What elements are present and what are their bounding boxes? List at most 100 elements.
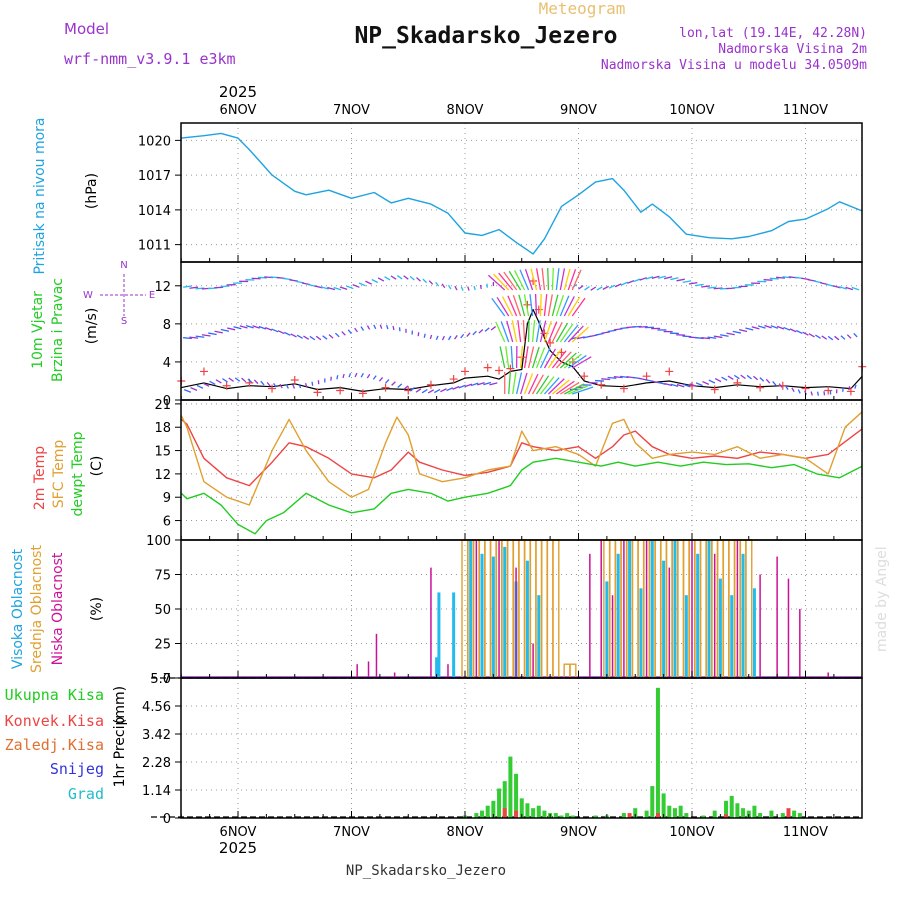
cloud-low-bar [623, 540, 625, 678]
precip-ylabel: 1hr Precip [112, 717, 128, 788]
wind-arrow [601, 378, 611, 381]
wind-arrow [559, 268, 566, 291]
wind-arrow [279, 383, 283, 389]
wind-gust-point [710, 385, 719, 394]
wind-arrow [627, 279, 635, 284]
wind-arrow [560, 382, 580, 395]
cloud-high-bar [707, 540, 711, 678]
wind-arrow [379, 324, 383, 329]
wind-units: (m/s) [84, 308, 100, 345]
wind-arrow [265, 327, 273, 331]
pressure-line [181, 132, 863, 255]
wind-arrow [311, 381, 314, 386]
y-tick-label: 4.56 [142, 700, 171, 715]
wind-arrow [377, 277, 385, 282]
wind-arrow [201, 334, 211, 337]
wind-gust-point [495, 366, 504, 375]
model-elevation-label: Nadmorska Visina u modelu 34.0509m [601, 58, 867, 73]
wind-arrow [714, 378, 722, 383]
wind-arrow [315, 335, 322, 341]
wind-gust-point [580, 372, 589, 381]
wind-arrow [567, 296, 581, 317]
pressure-ylabel: Pritisak na nivou mora [32, 117, 48, 274]
y-tick-labels: 1011101410171020048126912151821025507510… [138, 134, 171, 827]
wind-arrow [821, 335, 828, 340]
wind-arrow [645, 276, 654, 280]
wind-ylabel: 10m Vjetar [30, 291, 46, 369]
cloud-low-ylabel: Niska Oblacnost [50, 552, 66, 665]
wind-arrow [358, 282, 366, 287]
wind-arrow [258, 325, 267, 330]
wind-arrow [208, 332, 217, 336]
cloud-low-bar [356, 664, 358, 678]
cloud-low-bar [736, 540, 739, 678]
cloud-low-bar [787, 578, 790, 678]
wind-arrow [478, 328, 484, 334]
wind-arrow [452, 385, 460, 390]
wind-arrow [539, 293, 542, 317]
precip-total-bar [514, 773, 519, 818]
wind-arrow [183, 388, 192, 393]
wind-arrow [257, 276, 267, 279]
y-tick-label: 12 [154, 280, 171, 295]
wind-arrow [740, 374, 746, 380]
wind-arrow [435, 281, 440, 287]
wind-arrow [638, 325, 648, 328]
cloud-high-bar [503, 546, 507, 678]
wind-arrow [366, 373, 371, 379]
chart-title: NP_Skadarsko_Jezero [354, 23, 617, 49]
y-tick-label: 2.28 [142, 756, 171, 771]
precip-total-bar [741, 808, 746, 818]
wind-arrow [496, 296, 510, 317]
wind-arrow [567, 354, 587, 369]
wind-arrow [464, 383, 473, 388]
credit-label: made by Angel [874, 546, 890, 652]
wind-arrow [607, 329, 617, 333]
wind-arrow [435, 335, 439, 341]
precip-total-bar [497, 788, 502, 818]
wind-arrow [507, 295, 518, 317]
wind-arrow [458, 384, 466, 389]
y-tick-label: 0 [163, 812, 171, 827]
wind-arrow [702, 380, 710, 385]
cloud-low-bar [375, 633, 378, 678]
wind-arrow [510, 346, 514, 369]
wind-arrow [195, 287, 205, 290]
wind-arrow [365, 280, 372, 285]
wind-arrow [476, 382, 485, 386]
wind-arrow [551, 379, 570, 395]
wind-gust-point [546, 338, 555, 347]
wind-arrow [506, 320, 514, 343]
wind-arrow [454, 334, 458, 340]
wind-arrow [441, 335, 445, 341]
precip-total-bar [593, 815, 598, 818]
wind-gust-point [597, 380, 606, 389]
wind-arrow [529, 294, 534, 317]
y-tick-label: 18 [154, 421, 171, 436]
cloud-low-bar [589, 553, 591, 678]
cloud-high-bar [752, 588, 756, 678]
footer-station: NP_Skadarsko_Jezero [346, 863, 506, 879]
temp-sfc-line [180, 411, 863, 506]
wind-arrow [189, 286, 199, 289]
wind-arrow [385, 379, 390, 384]
y-tick-label: 100 [146, 534, 171, 549]
cloud-low-bar [367, 661, 370, 678]
dewpt-ylabel: dewpt Temp [70, 431, 86, 516]
temp-ylabel: 2m Temp [32, 446, 48, 510]
wind-arrow [848, 386, 851, 391]
precip-total-bar [684, 813, 689, 818]
precip-total-bar [752, 805, 757, 818]
wind-arrow [701, 285, 711, 288]
wind-arrow [396, 275, 403, 280]
cloud-low-bar [430, 567, 432, 678]
cloud-low-bar [645, 540, 648, 678]
panel-frame [180, 122, 863, 263]
wind-arrow [547, 378, 565, 395]
wind-arrow [523, 294, 530, 317]
wind-gust-point [290, 376, 299, 385]
cloud-low-bar [799, 609, 801, 678]
wind-arrow [505, 346, 510, 369]
wind-arrow [607, 376, 617, 379]
wind-arrow [227, 327, 236, 331]
